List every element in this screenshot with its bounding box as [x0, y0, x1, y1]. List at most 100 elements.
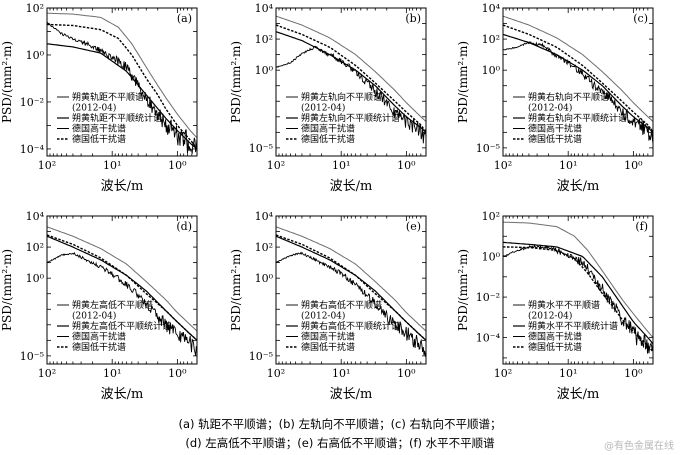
series-line-measured [276, 251, 426, 358]
legend-entry-label: 德国低干扰谱 [301, 133, 355, 145]
series-line-statistical [47, 235, 197, 341]
watermark: @有色金属在线 [604, 441, 674, 452]
series-group [276, 15, 426, 144]
legend-entry-label: 朔黄轨距不平顺谱 [72, 91, 144, 103]
y-axis-title: PSD/(mm²·m) [0, 41, 14, 123]
panel-b: 10² 10¹ 10⁰ 10⁴ 10² 10⁰ 10⁻⁵ 波长/m PSD/(mm²·m) (b)… [229, 2, 427, 194]
y-tick-label: 10⁻⁵ [476, 142, 500, 155]
legend-entry-sublabel: (2012-04) [72, 103, 116, 114]
legend-entry-label: 朔黄右轨向不平顺统计谱 [528, 112, 627, 124]
legend-entry-label: 德国低干扰谱 [301, 341, 355, 353]
y-axis-title: PSD/(mm²·m) [456, 249, 470, 331]
legend-entry-sublabel: (2012-04) [301, 311, 345, 322]
x-tick-label: 10⁰ [624, 159, 643, 172]
series-group [47, 12, 197, 154]
legend-entry-label: 德国高干扰谱 [72, 331, 126, 343]
y-tick-label: 10⁰ [26, 49, 45, 62]
legend-entry-label: 德国高干扰谱 [528, 331, 582, 343]
y-tick-label: 10⁰ [26, 272, 45, 285]
series-group [503, 15, 653, 145]
y-axis-title: PSD/(mm²·m) [229, 249, 243, 331]
series-group [47, 226, 197, 356]
y-tick-label: 10² [26, 2, 44, 15]
panel-label: (f) [635, 220, 648, 233]
x-tick-label: 10² [38, 159, 56, 172]
panel-label: (b) [405, 12, 421, 25]
y-tick-label: 10⁻² [476, 291, 500, 304]
x-tick-label: 10² [267, 159, 285, 172]
legend-entry-label: 朔黄轨距不平顺统计谱 [72, 112, 162, 124]
legend: 朔黄左高低不平顺谱(2012-04)朔黄左高低不平顺统计谱德国高干扰谱德国低干扰… [57, 299, 171, 353]
series-line-low [47, 23, 197, 150]
x-axis-title: 波长/m [101, 387, 144, 402]
y-tick-label: 10⁻⁴ [20, 143, 45, 156]
y-tick-label: 10⁻⁵ [20, 350, 44, 363]
series-line-high [47, 12, 197, 139]
x-tick-label: 10¹ [103, 367, 121, 380]
panel-label: (a) [177, 12, 192, 25]
y-tick-label: 10² [255, 33, 273, 46]
series-line-low [503, 24, 653, 133]
x-axis-title: 波长/m [101, 179, 144, 194]
x-tick-label: 10¹ [332, 367, 350, 380]
legend-entry-label: 德国低干扰谱 [72, 133, 126, 145]
series-line-low [503, 246, 653, 353]
legend-entry-label: 朔黄左轨向不平顺谱 [301, 91, 382, 103]
legend-entry-label: 德国高干扰谱 [301, 331, 355, 343]
caption-line-1: (a) 轨距不平顺谱；(b) 左轨向不平顺谱；(c) 右轨向不平顺谱； [178, 417, 502, 431]
x-axis-title: 波长/m [557, 387, 600, 402]
panel-f: 10² 10¹ 10⁰ 10² 10⁰ 10⁻² 10⁻⁴ 波长/m PSD/(mm²·m) (f… [456, 210, 654, 402]
y-tick-label: 10⁰ [482, 251, 501, 264]
series-line-high [276, 15, 426, 122]
series-line-high [503, 15, 653, 122]
x-tick-label: 10¹ [332, 159, 350, 172]
panel-label: (d) [176, 220, 192, 233]
x-tick-label: 10¹ [103, 159, 121, 172]
legend-entry-label: 德国低干扰谱 [528, 133, 582, 145]
series-line-statistical [276, 31, 426, 133]
series-line-measured [276, 45, 426, 144]
legend: 朔黄右轨向不平顺谱(2012-04)朔黄右轨向不平顺统计谱德国高干扰谱德国低干扰… [513, 91, 627, 145]
legend-entry-label: 德国低干扰谱 [72, 341, 126, 353]
series-line-measured [503, 243, 653, 354]
x-tick-label: 10² [267, 367, 285, 380]
series-line-measured [47, 21, 197, 154]
legend-entry-label: 朔黄左轨向不平顺统计谱 [301, 112, 400, 124]
y-tick-label: 10² [255, 241, 273, 254]
panel-d: 10² 10¹ 10⁰ 10⁴ 10² 10⁰ 10⁻⁵ 波长/m PSD/(mm²·m) (d)… [0, 210, 198, 402]
y-tick-label: 10⁰ [255, 64, 274, 77]
series-line-statistical [503, 241, 653, 345]
legend: 朔黄右高低不平顺谱(2012-04)朔黄右高低不平顺统计谱德国高干扰谱德国低干扰… [286, 299, 400, 353]
y-tick-label: 10⁰ [482, 64, 501, 77]
series-group [503, 221, 653, 354]
x-tick-label: 10² [494, 159, 512, 172]
x-tick-label: 10⁰ [397, 159, 416, 172]
series-group [276, 226, 426, 358]
x-tick-label: 10⁰ [397, 367, 416, 380]
legend-entry-label: 德国高干扰谱 [72, 123, 126, 135]
x-axis-title: 波长/m [557, 179, 600, 194]
legend-entry-label: 朔黄左高低不平顺谱 [72, 299, 153, 311]
series-line-statistical [276, 235, 426, 341]
legend-entry-sublabel: (2012-04) [528, 311, 572, 322]
series-line-statistical [47, 43, 197, 150]
x-tick-label: 10⁰ [168, 159, 187, 172]
series-line-measured [47, 251, 197, 356]
x-tick-label: 10¹ [559, 367, 577, 380]
x-tick-label: 10² [38, 367, 56, 380]
y-tick-label: 10⁻² [20, 96, 44, 109]
legend-entry-label: 朔黄右高低不平顺谱 [301, 299, 382, 311]
caption-line-2: (d) 左高低不平顺谱；(e) 右高低不平顺谱；(f) 水平不平顺谱 [185, 436, 495, 450]
legend: 朔黄左轨向不平顺谱(2012-04)朔黄左轨向不平顺统计谱德国高干扰谱德国低干扰… [286, 91, 400, 145]
series-line-measured [503, 41, 653, 145]
y-tick-label: 10⁰ [255, 272, 274, 285]
legend-entry-label: 德国低干扰谱 [528, 341, 582, 353]
series-line-high [276, 226, 426, 332]
x-axis-title: 波长/m [330, 387, 373, 402]
y-tick-label: 10⁻⁴ [476, 332, 501, 345]
figure-canvas: 10² 10¹ 10⁰ 10² 10⁰ 10⁻² 10⁻⁴ 波长/m PSD/(mm²·m) (a… [0, 2, 654, 402]
legend-entry-label: 朔黄右高低不平顺统计谱 [301, 320, 400, 332]
y-tick-label: 10⁴ [255, 210, 274, 223]
